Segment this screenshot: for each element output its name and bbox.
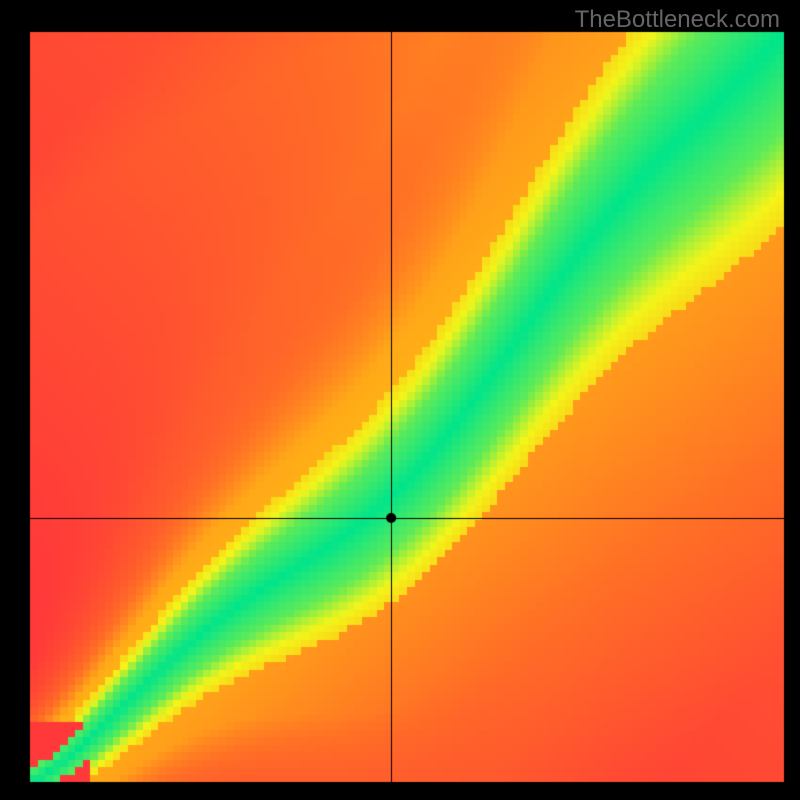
watermark-text: TheBottleneck.com [575, 6, 780, 34]
bottleneck-heatmap [0, 0, 800, 800]
chart-container: TheBottleneck.com [0, 0, 800, 800]
